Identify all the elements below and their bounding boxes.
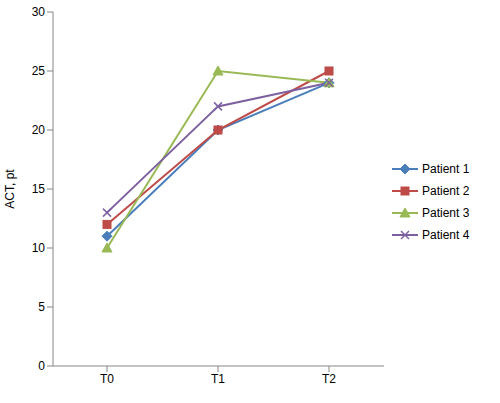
html-text:Patient 1: Patient 1 [422, 161, 470, 176]
html-text:Patient 4: Patient 4 [422, 227, 470, 242]
svg-text:10: 10 [32, 241, 46, 255]
svg-text:T1: T1 [211, 372, 225, 386]
html-text:Patient 2: Patient 2 [422, 183, 470, 198]
svg-text:ACT, pt: ACT, pt [8, 169, 17, 209]
svg-text:T0: T0 [100, 372, 114, 386]
svg-text:T2: T2 [322, 372, 336, 386]
svg-text:5: 5 [38, 300, 45, 314]
svg-text:20: 20 [32, 123, 46, 137]
svg-text:15: 15 [32, 182, 46, 196]
svg-text:25: 25 [32, 64, 46, 78]
svg-text:30: 30 [32, 5, 46, 19]
svg-text:0: 0 [38, 359, 45, 373]
html-text:Patient 3: Patient 3 [422, 205, 470, 220]
